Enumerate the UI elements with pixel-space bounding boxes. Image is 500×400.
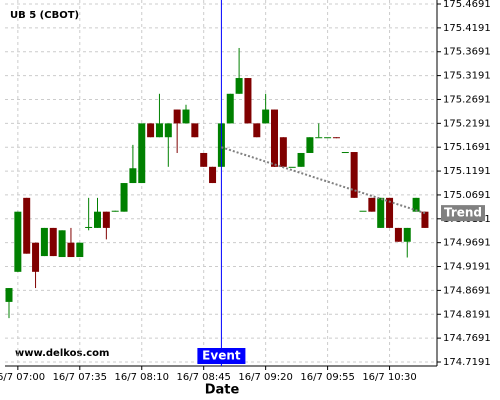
candle-body — [297, 152, 305, 167]
candle-body — [76, 242, 84, 258]
candle-body — [155, 123, 163, 138]
x-tick-label: 16/7 08:10 — [115, 372, 169, 383]
candle-body — [40, 227, 48, 257]
y-tick-label: 175.1191 — [443, 166, 491, 177]
y-tick-label: 175.2191 — [443, 118, 491, 129]
candle-body — [102, 211, 110, 228]
candle-body — [332, 137, 340, 139]
candle-body — [32, 242, 40, 272]
y-tick-label: 175.1691 — [443, 142, 491, 153]
candle-body — [377, 197, 385, 228]
candle-body — [350, 152, 358, 198]
candle-body — [182, 109, 190, 124]
y-tick-label: 175.2691 — [443, 94, 491, 105]
candle-body — [209, 166, 217, 184]
y-tick-label: 174.8191 — [443, 309, 491, 320]
candle-body — [412, 197, 420, 212]
candle-body — [306, 137, 314, 153]
candle-body — [394, 227, 402, 242]
y-tick-label: 174.7691 — [443, 333, 491, 344]
candle-body — [173, 109, 181, 124]
candle-body — [315, 137, 323, 139]
candle-body — [235, 78, 243, 94]
candle-body — [67, 242, 75, 258]
trend-label-box — [441, 205, 485, 222]
candle-body — [368, 197, 376, 212]
candle-body — [200, 152, 208, 167]
candle-body — [147, 123, 155, 138]
x-tick-label: 16/7 09:20 — [238, 372, 292, 383]
watermark: www.delkos.com — [15, 348, 109, 359]
candle-body — [386, 197, 394, 228]
candle-body — [5, 288, 13, 302]
candle-body — [94, 211, 101, 228]
candle-body — [403, 227, 411, 242]
candle-body — [288, 166, 296, 168]
candle-body — [138, 123, 146, 184]
y-tick-label: 175.4191 — [443, 23, 491, 34]
y-tick-label: 175.3691 — [443, 47, 491, 58]
candle-body — [49, 227, 57, 257]
chart-title: UB 5 (CBOT) — [10, 10, 79, 21]
candle-body — [164, 123, 172, 138]
y-tick-label: 174.9191 — [443, 262, 491, 273]
candle-body — [129, 168, 137, 184]
x-tick-label: 16/7 07:00 — [0, 372, 45, 383]
y-tick-label: 174.9691 — [443, 238, 491, 249]
candle-body — [111, 210, 119, 212]
candle-body — [253, 123, 261, 138]
candle-body — [85, 226, 93, 228]
y-tick-label: 175.4691 — [443, 0, 491, 10]
candle-body — [23, 197, 31, 254]
x-axis-label: Date — [205, 383, 240, 398]
candle-body — [120, 183, 128, 212]
candle-body — [244, 78, 252, 124]
y-tick-label: 174.7191 — [443, 357, 491, 368]
candle-body — [58, 230, 66, 258]
y-tick-label: 175.0691 — [443, 190, 491, 201]
candle-body — [271, 109, 278, 167]
candle-body — [226, 93, 234, 124]
candle-body — [191, 123, 199, 138]
event-label: Event — [202, 349, 241, 363]
candle-body — [324, 137, 332, 139]
y-tick-label: 174.8691 — [443, 285, 491, 296]
candle-body — [359, 210, 367, 212]
candle-body — [262, 109, 270, 124]
x-tick-label: 16/7 09:55 — [300, 372, 354, 383]
x-tick-label: 16/7 07:35 — [53, 372, 107, 383]
candle-body — [421, 211, 429, 228]
candle-body — [341, 152, 349, 154]
x-tick-label: 16/7 08:45 — [176, 372, 230, 383]
candle-body — [14, 211, 22, 272]
candle-body — [279, 137, 287, 167]
y-tick-label: 175.3191 — [443, 71, 491, 82]
x-tick-label: 16/7 10:30 — [362, 372, 416, 383]
trend-label: Trend — [444, 206, 482, 220]
event-label-box — [197, 348, 246, 364]
